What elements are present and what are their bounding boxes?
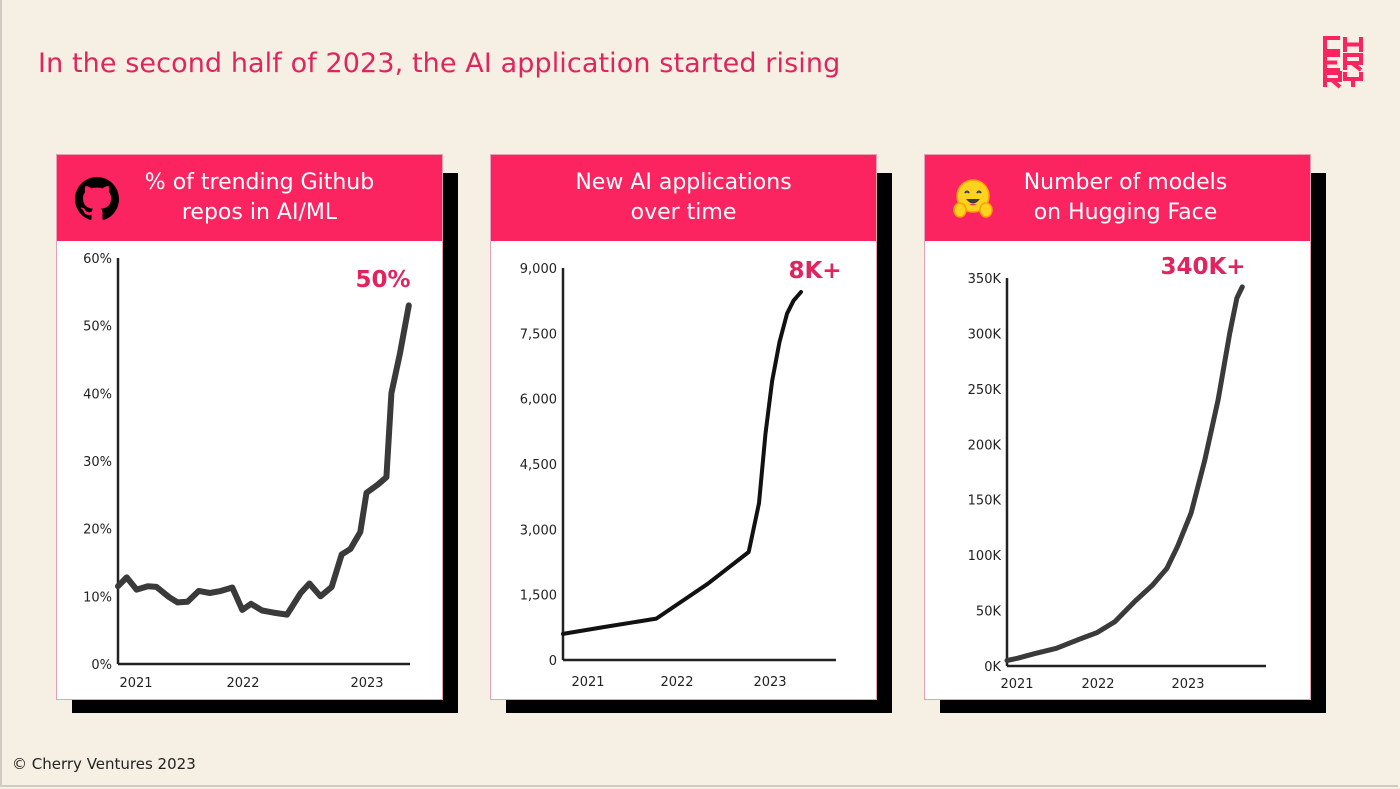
y-tick-label: 6,000 [520, 393, 557, 408]
y-tick-label: 10% [83, 590, 112, 605]
highlight-value: 8K+ [788, 258, 841, 284]
highlight-value: 50% [355, 267, 410, 293]
x-tick-label: 2023 [350, 676, 383, 691]
card-title: % of trending Github repos in AI/ML [144, 170, 375, 225]
card-header: Number of models on Hugging Face [925, 155, 1310, 241]
card-github: % of trending Github repos in AI/ML [56, 154, 443, 700]
series-line [115, 302, 412, 618]
card-ai-applications: New AI applications over time [490, 154, 877, 700]
y-tick-label: 20% [83, 523, 112, 538]
card-title: Number of models on Hugging Face [1023, 170, 1228, 225]
chart-2: 0 1,500 3,000 4,500 6,000 7,500 9,000 2021 2022 2… [520, 258, 842, 690]
github-icon [75, 177, 119, 220]
y-tick-label: 7,500 [520, 327, 557, 342]
cherry-logo [1323, 36, 1363, 89]
x-tick-label: 2023 [753, 675, 786, 690]
y-tick-label: 100K [968, 549, 1002, 564]
highlight-value: 340K+ [1160, 254, 1245, 280]
chart-3: 0K 50K 100K 150K 200K 250K 300K 350K 2021 2022 202… [968, 254, 1266, 692]
y-tick-label: 4,500 [520, 458, 557, 473]
x-tick-label: 2023 [1171, 677, 1204, 692]
y-tick-label: 1,500 [520, 589, 557, 604]
y-tick-label: 200K [968, 438, 1002, 453]
y-tick-label: 0 [549, 654, 557, 669]
copyright-footer: © Cherry Ventures 2023 [12, 755, 196, 773]
y-tick-label: 0K [984, 660, 1001, 675]
y-tick-label: 9,000 [520, 262, 557, 277]
card-header: % of trending Github repos in AI/ML [57, 155, 442, 241]
x-tick-label: 2022 [1081, 677, 1114, 692]
card-header: New AI applications over time [491, 155, 876, 241]
x-tick-label: 2022 [660, 675, 693, 690]
y-tick-label: 50K [976, 605, 1002, 620]
chart-1: 0% 10% 20% 30% 40% 50% 60% 2021 2022 2023 50% [83, 252, 412, 691]
x-tick-label: 2022 [226, 676, 259, 691]
y-tick-label: 150K [968, 494, 1002, 509]
y-tick-label: 30% [83, 455, 112, 470]
x-tick-label: 2021 [571, 675, 604, 690]
slide-title: In the second half of 2023, the AI appli… [38, 48, 841, 79]
series-line [1004, 284, 1245, 663]
hugging-face-icon [953, 179, 993, 218]
x-tick-label: 2021 [1000, 677, 1033, 692]
x-tick-label: 2021 [119, 676, 152, 691]
card-title: New AI applications over time [575, 170, 792, 225]
series-line [561, 290, 803, 636]
card-hugging-face: Number of models on Hugging Face [924, 154, 1311, 700]
y-tick-label: 250K [968, 383, 1002, 398]
y-tick-label: 50% [83, 320, 112, 335]
y-tick-label: 0% [91, 658, 112, 673]
y-tick-label: 3,000 [520, 523, 557, 538]
y-tick-label: 350K [968, 272, 1002, 287]
y-tick-label: 40% [83, 387, 112, 402]
y-tick-label: 60% [83, 252, 112, 267]
y-tick-label: 300K [968, 327, 1002, 342]
